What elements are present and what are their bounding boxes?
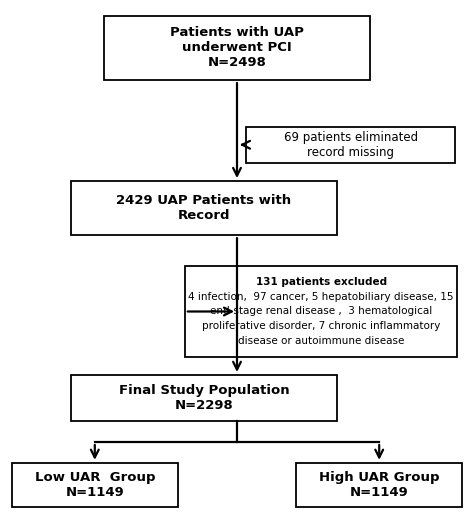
Text: Final Study Population
N=2298: Final Study Population N=2298	[118, 384, 289, 412]
FancyBboxPatch shape	[246, 127, 455, 163]
Text: Low UAR  Group
N=1149: Low UAR Group N=1149	[35, 470, 155, 499]
Text: disease or autoimmune disease: disease or autoimmune disease	[238, 336, 404, 346]
Text: 2429 UAP Patients with
Record: 2429 UAP Patients with Record	[116, 194, 292, 222]
Text: 69 patients eliminated
record missing: 69 patients eliminated record missing	[284, 131, 418, 159]
FancyBboxPatch shape	[12, 463, 178, 507]
Text: end-stage renal disease ,  3 hematological: end-stage renal disease , 3 hematologica…	[210, 307, 432, 316]
Text: High UAR Group
N=1149: High UAR Group N=1149	[319, 470, 439, 499]
Text: proliferative disorder, 7 chronic inflammatory: proliferative disorder, 7 chronic inflam…	[202, 321, 440, 331]
Text: Patients with UAP
underwent PCI
N=2498: Patients with UAP underwent PCI N=2498	[170, 26, 304, 69]
FancyBboxPatch shape	[296, 463, 462, 507]
FancyBboxPatch shape	[71, 181, 337, 235]
FancyBboxPatch shape	[185, 266, 457, 357]
FancyBboxPatch shape	[71, 375, 337, 421]
Text: 4 infection,  97 cancer, 5 hepatobiliary disease, 15: 4 infection, 97 cancer, 5 hepatobiliary …	[188, 292, 454, 302]
FancyBboxPatch shape	[104, 16, 370, 80]
Text: 131 patients excluded: 131 patients excluded	[255, 277, 387, 287]
